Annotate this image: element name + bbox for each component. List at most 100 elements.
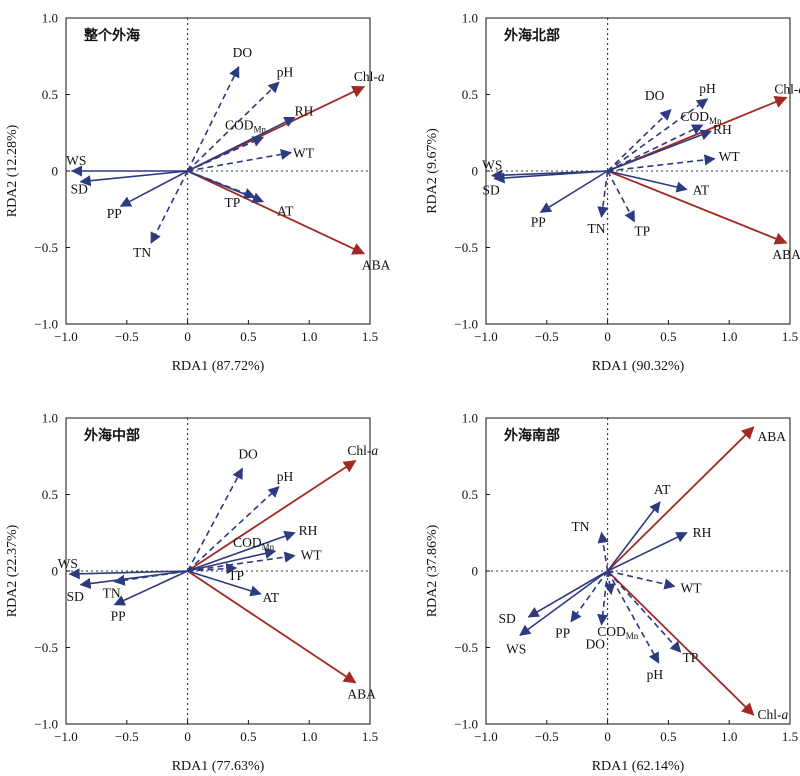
- y-tick-label: 1.0: [42, 411, 58, 426]
- rda-panel-3: −1.0 −0.5 0 0.5 1.0 1.5 −1.0 −0.5 0 0.5 1.0 RDA1 (7…: [5, 411, 378, 775]
- vector-label: ABA: [362, 258, 391, 273]
- vector-label: Chl-a: [347, 443, 378, 458]
- vector-label: WS: [58, 556, 78, 571]
- vector-rh: [607, 532, 688, 572]
- y-tick-label: −1.0: [454, 317, 478, 332]
- vector-label: ABA: [347, 687, 376, 702]
- vector-tp: [187, 562, 238, 575]
- vector-label: ABA: [758, 429, 787, 444]
- vector-rh: [187, 116, 296, 172]
- vector-tn: [150, 170, 189, 244]
- vector-label: AT: [277, 204, 294, 219]
- vector-label: SD: [71, 182, 89, 197]
- vector-wt: [187, 551, 296, 572]
- y-tick-label: 0.5: [462, 87, 478, 102]
- vector-label: SD: [483, 183, 501, 198]
- y-tick-label: 0.5: [42, 487, 58, 502]
- y-tick-label: −0.5: [454, 640, 478, 655]
- vector-label: PP: [107, 206, 122, 221]
- vector-ws: [519, 570, 609, 636]
- vector-ph: [187, 486, 280, 572]
- vector-aba: [187, 570, 357, 684]
- panel-title: 外海中部: [84, 427, 140, 444]
- x-tick-label: 1.0: [721, 729, 737, 744]
- vector-chla: [187, 460, 357, 572]
- vector-label: CODMn: [233, 535, 275, 552]
- vector-label: DO: [233, 45, 253, 60]
- vector-label: TP: [683, 650, 699, 665]
- vector-aba: [606, 426, 755, 572]
- x-axis-label: RDA1 (87.72%): [172, 359, 265, 374]
- x-tick-label: −1.0: [54, 329, 78, 344]
- x-tick-label: −0.5: [115, 329, 139, 344]
- y-axis-label: RDA2 (12.28%): [5, 124, 20, 217]
- y-tick-label: 0: [52, 164, 59, 179]
- x-tick-label: 1.5: [362, 329, 378, 344]
- vector-label: SD: [499, 611, 517, 626]
- vector-label: Chl-a: [758, 707, 789, 722]
- vector-wt: [607, 570, 676, 590]
- vector-do: [597, 570, 609, 626]
- panel-title: 整个外海: [83, 27, 140, 44]
- x-tick-label: 0: [184, 329, 191, 344]
- x-tick-label: 1.5: [782, 329, 798, 344]
- x-tick-label: 1.0: [301, 729, 317, 744]
- vector-tp: [607, 570, 682, 653]
- vector-pp: [113, 570, 188, 606]
- x-tick-label: 0.5: [660, 729, 676, 744]
- vector-label: DO: [645, 88, 665, 103]
- y-tick-label: 0: [472, 564, 479, 579]
- x-tick-label: 0.5: [240, 729, 256, 744]
- x-tick-label: −1.0: [474, 329, 498, 344]
- vector-label: AT: [654, 482, 671, 497]
- y-tick-label: −1.0: [454, 717, 478, 732]
- vector-label: WT: [680, 580, 702, 595]
- vector-sd: [79, 570, 188, 590]
- y-axis-label: RDA2 (9.67%): [425, 128, 440, 214]
- vector-ws: [68, 568, 188, 580]
- y-tick-label: −0.5: [34, 240, 58, 255]
- vector-at: [607, 170, 688, 193]
- x-tick-label: 1.0: [301, 329, 317, 344]
- x-tick-label: −1.0: [474, 729, 498, 744]
- vector-codmn: [187, 547, 277, 572]
- y-tick-label: −0.5: [454, 240, 478, 255]
- vector-ph: [606, 570, 660, 664]
- vector-at: [187, 170, 265, 203]
- vector-tp: [606, 170, 636, 223]
- vector-pp: [570, 570, 609, 623]
- y-tick-label: −1.0: [34, 317, 58, 332]
- vector-tn: [597, 531, 609, 572]
- y-tick-label: 0: [472, 164, 479, 179]
- vector-label: pH: [647, 667, 664, 682]
- y-tick-label: 0.5: [42, 87, 58, 102]
- y-axis-label: RDA2 (37.86%): [425, 524, 440, 617]
- vector-do: [186, 467, 244, 572]
- y-tick-label: 1.0: [42, 11, 58, 26]
- vector-label: DO: [238, 446, 258, 461]
- x-tick-label: −0.5: [535, 329, 559, 344]
- vector-label: TN: [133, 245, 151, 260]
- vector-label: ABA: [772, 247, 800, 262]
- y-tick-label: −0.5: [34, 640, 58, 655]
- x-tick-label: 0.5: [660, 329, 676, 344]
- vector-label: AT: [693, 182, 710, 197]
- y-axis-label: RDA2 (22.37%): [5, 524, 20, 617]
- vector-tn: [113, 570, 188, 586]
- vector-label: WS: [482, 158, 502, 173]
- vector-label: PP: [531, 214, 546, 229]
- vector-wt: [187, 148, 293, 172]
- vector-label: CODMn: [225, 117, 267, 134]
- vector-label: WT: [293, 146, 315, 161]
- x-tick-label: −1.0: [54, 729, 78, 744]
- x-tick-label: 0: [604, 729, 611, 744]
- vector-label: TP: [224, 195, 240, 210]
- x-tick-label: −0.5: [115, 729, 139, 744]
- y-tick-label: −1.0: [34, 717, 58, 732]
- vector-at: [606, 501, 661, 572]
- vector-aba: [607, 170, 788, 245]
- y-tick-label: 1.0: [462, 11, 478, 26]
- vector-label: DO: [586, 637, 606, 652]
- vector-rh: [607, 129, 713, 172]
